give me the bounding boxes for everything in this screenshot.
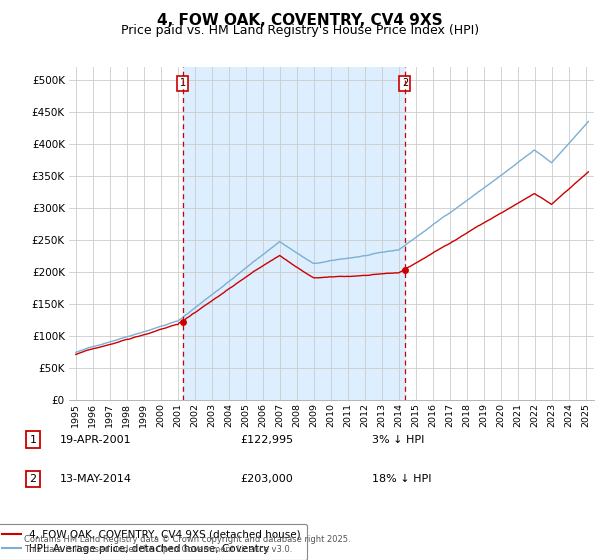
Legend: 4, FOW OAK, COVENTRY, CV4 9XS (detached house), HPI: Average price, detached hou: 4, FOW OAK, COVENTRY, CV4 9XS (detached …: [0, 524, 307, 560]
Bar: [182, 67, 405, 400]
Text: Contains HM Land Registry data © Crown copyright and database right 2025.
This d: Contains HM Land Registry data © Crown c…: [24, 535, 350, 554]
Text: £122,995: £122,995: [240, 435, 293, 445]
Text: £203,000: £203,000: [240, 474, 293, 484]
Text: 19-APR-2001: 19-APR-2001: [60, 435, 131, 445]
Text: 1: 1: [29, 435, 37, 445]
Text: 3% ↓ HPI: 3% ↓ HPI: [372, 435, 424, 445]
Text: 2: 2: [29, 474, 37, 484]
Text: 1: 1: [179, 78, 186, 88]
Text: 18% ↓ HPI: 18% ↓ HPI: [372, 474, 431, 484]
Text: 4, FOW OAK, COVENTRY, CV4 9XS: 4, FOW OAK, COVENTRY, CV4 9XS: [157, 13, 443, 28]
Text: Price paid vs. HM Land Registry's House Price Index (HPI): Price paid vs. HM Land Registry's House …: [121, 24, 479, 37]
Text: 2: 2: [402, 78, 408, 88]
Text: 13-MAY-2014: 13-MAY-2014: [60, 474, 132, 484]
